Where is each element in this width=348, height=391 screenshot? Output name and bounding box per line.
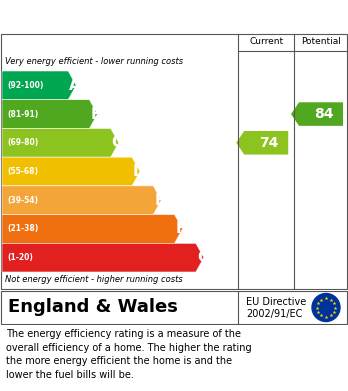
- Circle shape: [312, 294, 340, 321]
- Text: A: A: [69, 78, 81, 93]
- Text: 2002/91/EC: 2002/91/EC: [246, 309, 303, 319]
- Text: Not energy efficient - higher running costs: Not energy efficient - higher running co…: [5, 274, 183, 283]
- Polygon shape: [2, 157, 140, 186]
- Text: Current: Current: [249, 38, 283, 47]
- Text: 84: 84: [314, 107, 334, 121]
- Text: E: E: [154, 193, 165, 208]
- Polygon shape: [2, 128, 119, 157]
- Polygon shape: [2, 243, 204, 272]
- Text: (39-54): (39-54): [7, 196, 38, 205]
- Text: (55-68): (55-68): [7, 167, 38, 176]
- Text: G: G: [197, 250, 209, 265]
- Polygon shape: [2, 186, 161, 215]
- Text: D: D: [133, 164, 145, 179]
- Text: The energy efficiency rating is a measure of the
overall efficiency of a home. T: The energy efficiency rating is a measur…: [6, 329, 252, 380]
- Polygon shape: [2, 71, 76, 100]
- Text: Very energy efficient - lower running costs: Very energy efficient - lower running co…: [5, 57, 183, 66]
- Text: 74: 74: [260, 136, 279, 150]
- Text: (1-20): (1-20): [7, 253, 33, 262]
- Text: (69-80): (69-80): [7, 138, 38, 147]
- Text: England & Wales: England & Wales: [8, 298, 178, 316]
- Text: B: B: [90, 107, 102, 122]
- Text: F: F: [175, 221, 186, 237]
- Polygon shape: [2, 215, 183, 243]
- Text: (81-91): (81-91): [7, 109, 38, 118]
- Polygon shape: [2, 100, 97, 128]
- Text: (21-38): (21-38): [7, 224, 38, 233]
- Text: C: C: [112, 135, 123, 150]
- Text: Energy Efficiency Rating: Energy Efficiency Rating: [9, 9, 230, 24]
- Text: (92-100): (92-100): [7, 81, 44, 90]
- Polygon shape: [236, 131, 288, 154]
- Text: Potential: Potential: [301, 38, 341, 47]
- Text: EU Directive: EU Directive: [246, 297, 307, 307]
- Polygon shape: [291, 102, 343, 126]
